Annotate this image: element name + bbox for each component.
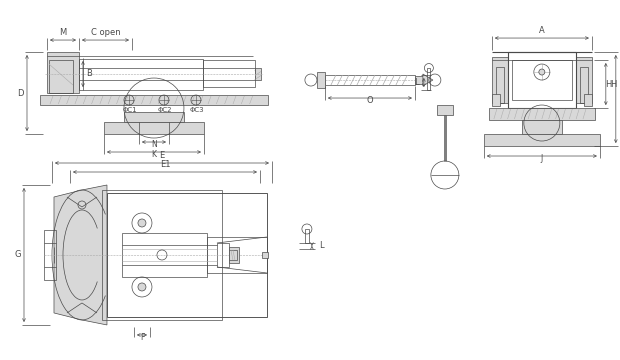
- Polygon shape: [423, 74, 433, 86]
- Bar: [47, 52, 79, 93]
- Bar: [508, 52, 576, 108]
- Text: F: F: [140, 333, 144, 342]
- Bar: [437, 105, 453, 115]
- Bar: [576, 57, 592, 103]
- Bar: [492, 57, 508, 103]
- Bar: [484, 134, 600, 146]
- Text: O: O: [366, 96, 373, 105]
- Bar: [317, 72, 325, 88]
- Text: K: K: [151, 150, 156, 159]
- Text: D: D: [17, 89, 24, 98]
- Bar: [102, 190, 222, 320]
- Text: A: A: [539, 26, 545, 35]
- Circle shape: [539, 69, 545, 75]
- Bar: [325, 75, 415, 85]
- Bar: [44, 230, 56, 280]
- Text: L: L: [319, 242, 324, 251]
- Text: M: M: [60, 28, 66, 37]
- Bar: [79, 59, 203, 90]
- Bar: [580, 67, 588, 103]
- Bar: [492, 94, 500, 106]
- Text: G: G: [14, 251, 21, 260]
- Text: I: I: [619, 95, 620, 104]
- Bar: [415, 76, 423, 84]
- Bar: [203, 60, 255, 87]
- Text: E1: E1: [160, 160, 171, 169]
- Text: ΦC3: ΦC3: [190, 107, 204, 113]
- Circle shape: [138, 283, 146, 291]
- Bar: [305, 229, 309, 243]
- Bar: [496, 67, 504, 103]
- Bar: [584, 94, 592, 106]
- Bar: [122, 233, 207, 277]
- Bar: [512, 60, 572, 100]
- Bar: [107, 193, 267, 317]
- Text: B: B: [86, 69, 92, 78]
- Bar: [262, 252, 268, 258]
- Bar: [489, 108, 595, 120]
- Bar: [124, 112, 184, 122]
- Bar: [229, 250, 237, 260]
- Bar: [49, 60, 73, 93]
- Bar: [207, 237, 267, 273]
- Text: ΦC2: ΦC2: [157, 107, 172, 113]
- Bar: [104, 122, 204, 134]
- Bar: [217, 243, 229, 267]
- Text: ΦC1: ΦC1: [123, 107, 137, 113]
- Text: J: J: [541, 154, 543, 163]
- Bar: [40, 95, 268, 105]
- Text: H: H: [610, 80, 616, 89]
- Bar: [427, 68, 430, 90]
- Text: H: H: [606, 80, 612, 89]
- Bar: [255, 68, 261, 80]
- Text: L: L: [414, 78, 419, 87]
- Text: C open: C open: [91, 28, 120, 37]
- Text: N: N: [151, 140, 157, 149]
- Bar: [522, 120, 562, 134]
- Polygon shape: [54, 185, 107, 325]
- Circle shape: [138, 219, 146, 227]
- Bar: [229, 247, 239, 263]
- Text: E: E: [159, 151, 164, 160]
